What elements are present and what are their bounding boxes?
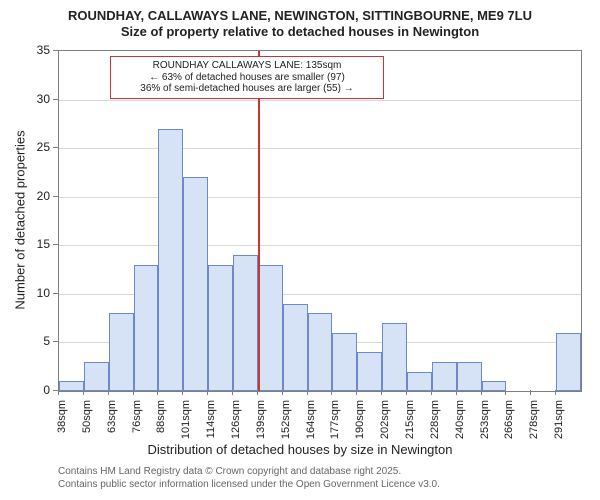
callout-line1: ROUNDHAY CALLAWAYS LANE: 135sqm bbox=[117, 60, 377, 72]
ytick-mark bbox=[53, 293, 58, 294]
histogram-bar bbox=[84, 362, 109, 391]
ytick-mark bbox=[53, 99, 58, 100]
reference-line bbox=[258, 51, 260, 391]
xtick-label: 126sqm bbox=[230, 400, 242, 439]
histogram-bar bbox=[308, 313, 333, 391]
grid-line bbox=[59, 197, 581, 198]
callout-box: ROUNDHAY CALLAWAYS LANE: 135sqm← 63% of … bbox=[110, 56, 384, 99]
grid-line bbox=[59, 100, 581, 101]
xtick-label: 38sqm bbox=[56, 400, 68, 433]
histogram-bar bbox=[109, 313, 134, 391]
histogram-bar bbox=[556, 333, 581, 391]
x-axis-title: Distribution of detached houses by size … bbox=[0, 442, 600, 457]
xtick-mark bbox=[530, 390, 531, 395]
ytick-mark bbox=[53, 341, 58, 342]
ytick-label: 25 bbox=[30, 140, 50, 154]
chart-title: ROUNDHAY, CALLAWAYS LANE, NEWINGTON, SIT… bbox=[0, 8, 600, 41]
xtick-label: 63sqm bbox=[106, 400, 118, 433]
ytick-label: 10 bbox=[30, 286, 50, 300]
grid-line bbox=[59, 148, 581, 149]
xtick-label: 240sqm bbox=[454, 400, 466, 439]
histogram-bar bbox=[183, 177, 208, 391]
callout-line2: ← 63% of detached houses are smaller (97… bbox=[117, 72, 377, 84]
footer-line1: Contains HM Land Registry data © Crown c… bbox=[58, 466, 440, 479]
histogram-bar bbox=[357, 352, 382, 391]
plot-area bbox=[58, 50, 582, 392]
histogram-bar bbox=[407, 372, 432, 391]
histogram-bar bbox=[158, 129, 183, 391]
chart-title-line2: Size of property relative to detached ho… bbox=[0, 24, 600, 40]
histogram-bar bbox=[283, 304, 308, 391]
ytick-label: 20 bbox=[30, 189, 50, 203]
ytick-mark bbox=[53, 50, 58, 51]
xtick-label: 215sqm bbox=[404, 400, 416, 439]
xtick-label: 50sqm bbox=[81, 400, 93, 433]
histogram-bar bbox=[258, 265, 283, 391]
ytick-label: 5 bbox=[30, 334, 50, 348]
histogram-bar bbox=[482, 381, 507, 391]
histogram-bar bbox=[208, 265, 233, 391]
histogram-bar bbox=[134, 265, 159, 391]
ytick-mark bbox=[53, 244, 58, 245]
histogram-bar bbox=[59, 381, 84, 391]
callout-line3: 36% of semi-detached houses are larger (… bbox=[117, 83, 377, 95]
xtick-label: 228sqm bbox=[429, 400, 441, 439]
xtick-label: 114sqm bbox=[205, 400, 217, 438]
grid-line bbox=[59, 245, 581, 246]
xtick-label: 291sqm bbox=[553, 400, 565, 439]
histogram-bar bbox=[382, 323, 407, 391]
histogram-bar bbox=[432, 362, 457, 391]
histogram-bar bbox=[233, 255, 258, 391]
xtick-label: 164sqm bbox=[305, 400, 317, 439]
ytick-label: 15 bbox=[30, 237, 50, 251]
footer-line2: Contains public sector information licen… bbox=[58, 479, 440, 492]
histogram-bar bbox=[332, 333, 357, 391]
xtick-label: 88sqm bbox=[155, 400, 167, 433]
xtick-label: 266sqm bbox=[503, 400, 515, 439]
chart-root: ROUNDHAY, CALLAWAYS LANE, NEWINGTON, SIT… bbox=[0, 0, 600, 500]
xtick-label: 76sqm bbox=[131, 400, 143, 433]
chart-title-line1: ROUNDHAY, CALLAWAYS LANE, NEWINGTON, SIT… bbox=[0, 8, 600, 24]
ytick-label: 35 bbox=[30, 43, 50, 57]
ytick-label: 30 bbox=[30, 92, 50, 106]
xtick-label: 278sqm bbox=[528, 400, 540, 439]
xtick-label: 152sqm bbox=[280, 400, 292, 439]
xtick-label: 177sqm bbox=[329, 400, 341, 439]
footer-note: Contains HM Land Registry data © Crown c… bbox=[58, 466, 440, 491]
xtick-label: 139sqm bbox=[255, 400, 267, 439]
xtick-label: 253sqm bbox=[479, 400, 491, 439]
ytick-mark bbox=[53, 147, 58, 148]
y-axis-title: Number of detached properties bbox=[13, 130, 28, 309]
xtick-label: 101sqm bbox=[180, 400, 192, 439]
histogram-bar bbox=[457, 362, 482, 391]
ytick-mark bbox=[53, 196, 58, 197]
xtick-label: 202sqm bbox=[379, 400, 391, 439]
ytick-label: 0 bbox=[30, 383, 50, 397]
xtick-label: 190sqm bbox=[354, 400, 366, 439]
